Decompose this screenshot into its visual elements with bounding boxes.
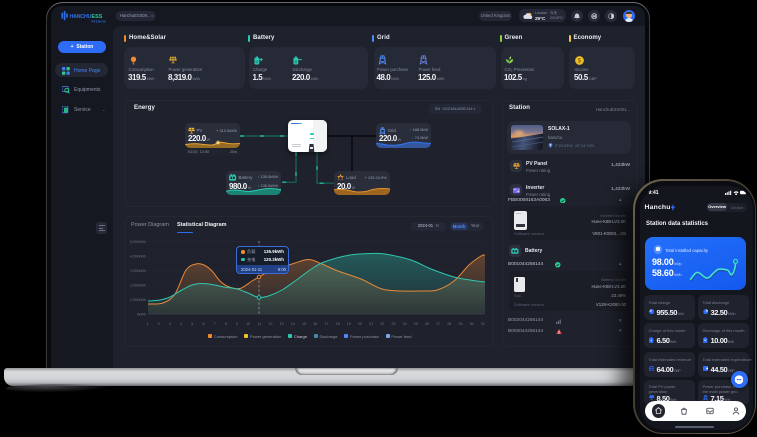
svg-text:PREMIUM: PREMIUM <box>92 20 106 24</box>
svg-text:HANCHU: HANCHU <box>70 14 92 20</box>
svg-text:18: 18 <box>336 322 340 326</box>
svg-text:0kWh: 0kWh <box>137 313 146 317</box>
svg-text:25: 25 <box>414 322 418 326</box>
svg-text:11: 11 <box>258 322 262 326</box>
svg-text:7: 7 <box>214 322 216 326</box>
svg-text:27: 27 <box>436 322 440 326</box>
svg-text:12: 12 <box>269 322 273 326</box>
svg-text:23: 23 <box>392 322 396 326</box>
svg-text:16: 16 <box>313 322 317 326</box>
svg-text:1: 1 <box>147 322 149 326</box>
svg-text:2,000kWh: 2,000kWh <box>130 284 146 288</box>
svg-text:8: 8 <box>225 322 227 326</box>
svg-text:13: 13 <box>280 322 284 326</box>
svg-text:26: 26 <box>425 322 429 326</box>
svg-text:15: 15 <box>302 322 306 326</box>
svg-text:3,000kWh: 3,000kWh <box>130 269 146 273</box>
svg-text:22: 22 <box>380 322 384 326</box>
svg-text:3: 3 <box>169 322 171 326</box>
svg-text:ESS: ESS <box>92 14 103 20</box>
svg-text:1,000kWh: 1,000kWh <box>130 298 146 302</box>
svg-text:21: 21 <box>369 322 373 326</box>
svg-text:4,000kWh: 4,000kWh <box>130 255 146 259</box>
svg-text:31: 31 <box>481 322 485 326</box>
svg-text:14: 14 <box>291 322 295 326</box>
svg-text:10: 10 <box>246 322 250 326</box>
svg-text:9: 9 <box>236 322 238 326</box>
svg-text:20: 20 <box>358 322 362 326</box>
svg-text:30: 30 <box>470 322 474 326</box>
svg-text:19: 19 <box>347 322 351 326</box>
svg-text:29: 29 <box>459 322 463 326</box>
svg-text:5,000kWh: 5,000kWh <box>130 240 146 244</box>
svg-text:24: 24 <box>403 322 407 326</box>
svg-text:2: 2 <box>158 322 160 326</box>
svg-text:4: 4 <box>180 322 182 326</box>
svg-text:5: 5 <box>191 322 193 326</box>
svg-text:$: $ <box>577 58 581 64</box>
svg-text:28: 28 <box>447 322 451 326</box>
svg-text:6: 6 <box>203 322 205 326</box>
svg-text:17: 17 <box>324 322 328 326</box>
